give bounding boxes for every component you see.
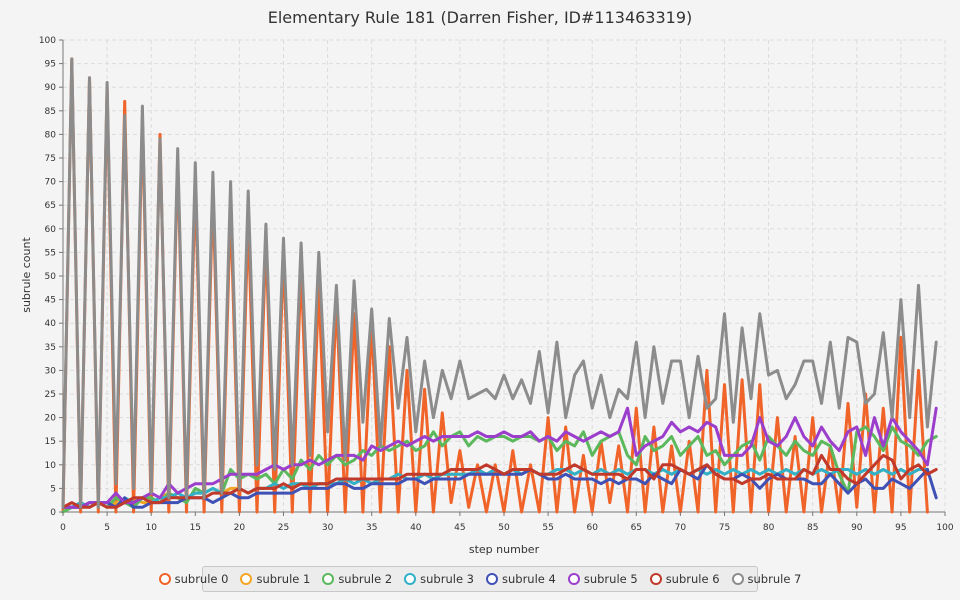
x-tick-label: 30 (322, 523, 334, 533)
y-tick-label: 35 (45, 343, 56, 353)
y-tick-label: 60 (45, 225, 57, 235)
x-tick-label: 70 (675, 523, 687, 533)
legend-swatch-icon (649, 573, 662, 585)
x-tick-label: 80 (763, 523, 775, 533)
x-tick-label: 75 (719, 523, 730, 533)
y-tick-label: 30 (45, 366, 57, 376)
x-tick-label: 5 (104, 523, 110, 533)
x-tick-label: 35 (366, 523, 377, 533)
legend-item: subrule 7 (731, 572, 802, 586)
x-tick-label: 85 (807, 523, 818, 533)
x-tick-label: 65 (631, 523, 642, 533)
legend-item: subrule 6 (649, 572, 720, 586)
legend-item: subrule 1 (240, 572, 310, 586)
series-line-6 (61, 453, 938, 509)
x-axis-label: step number (469, 543, 540, 556)
legend-item: subrule 2 (322, 572, 392, 586)
legend-label: subrule 7 (747, 572, 802, 586)
legend-label: subrule 6 (665, 572, 720, 586)
legend-label: subrule 0 (174, 572, 229, 586)
y-tick-label: 85 (45, 107, 56, 117)
y-tick-label: 0 (50, 508, 56, 518)
y-tick-label: 40 (45, 319, 57, 329)
y-tick-label: 50 (45, 272, 57, 282)
legend-label: subrule 2 (338, 572, 393, 586)
legend-swatch-icon (567, 573, 580, 585)
x-tick-label: 10 (145, 523, 157, 533)
y-tick-label: 100 (39, 36, 56, 46)
y-tick-label: 95 (45, 60, 56, 70)
legend-swatch-icon (240, 573, 253, 585)
x-tick-label: 25 (278, 523, 289, 533)
y-tick-label: 65 (45, 201, 56, 211)
x-tick-label: 60 (586, 523, 598, 533)
x-tick-label: 55 (542, 523, 553, 533)
y-axis: 0 5 10 15 20 25 30 35 40 45 50 55 60 65 70 75 80 85 90 95 10… (39, 36, 63, 518)
legend-item: subrule 4 (486, 572, 556, 586)
legend-item: subrule 3 (404, 572, 474, 586)
grid (62, 39, 946, 513)
y-axis-label: subrule count (20, 237, 33, 313)
legend-label: subrule 1 (256, 572, 311, 586)
x-tick-label: 45 (454, 523, 465, 533)
y-tick-label: 20 (45, 414, 57, 424)
chart-title: Elementary Rule 181 (Darren Fisher, ID#1… (268, 8, 693, 27)
x-tick-label: 20 (234, 523, 246, 533)
legend-label: subrule 5 (583, 572, 638, 586)
legend-label: subrule 3 (420, 572, 474, 586)
y-tick-label: 15 (45, 437, 56, 447)
y-tick-label: 25 (45, 390, 56, 400)
y-tick-label: 55 (45, 248, 56, 258)
x-tick-label: 0 (60, 523, 66, 533)
y-tick-label: 70 (45, 178, 57, 188)
x-tick-label: 90 (851, 523, 863, 533)
x-tick-label: 40 (410, 523, 422, 533)
x-tick-label: 95 (895, 523, 906, 533)
legend-swatch-icon (404, 573, 417, 585)
series-line-7 (61, 57, 938, 509)
legend-swatch-icon (322, 573, 335, 585)
legend: subrule 0 subrule 1 subrule 2 subrule 3 subr… (158, 566, 801, 592)
y-tick-label: 90 (45, 83, 57, 93)
y-tick-label: 80 (45, 130, 57, 140)
legend-label: subrule 4 (502, 572, 556, 586)
y-tick-label: 5 (50, 484, 56, 494)
legend-swatch-icon (486, 573, 498, 585)
x-tick-label: 100 (936, 523, 953, 533)
x-tick-label: 50 (498, 523, 510, 533)
x-axis: 0 5 10 15 20 25 30 35 40 45 50 55 60 65 70 75 80 85 90 95 10… (60, 512, 954, 533)
y-tick-label: 10 (45, 461, 57, 471)
legend-item: subrule 5 (567, 572, 638, 586)
y-tick-label: 75 (45, 154, 56, 164)
legend-swatch-icon (731, 573, 744, 585)
legend-swatch-icon (158, 573, 171, 585)
y-tick-label: 45 (45, 296, 56, 306)
x-tick-label: 15 (190, 523, 201, 533)
series-line-5 (61, 406, 938, 509)
series-lines (61, 57, 938, 514)
legend-item: subrule 0 (158, 572, 229, 586)
